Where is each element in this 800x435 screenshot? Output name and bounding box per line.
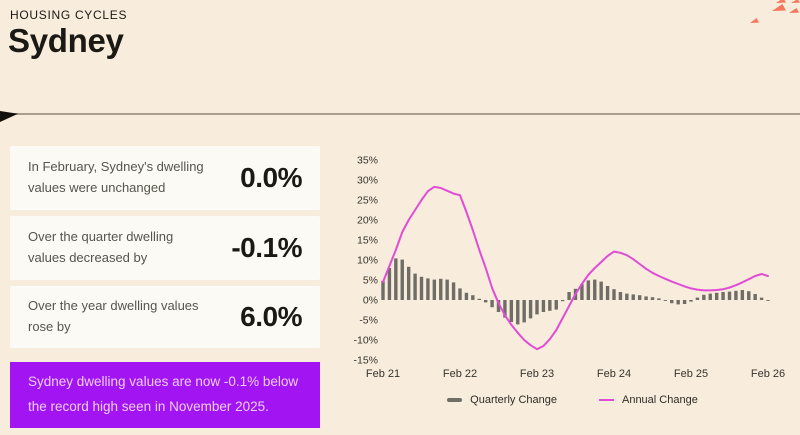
svg-text:15%: 15% [357,235,378,247]
page-title: Sydney [8,22,124,59]
stat-card-monthly: In February, Sydney's dwelling values we… [10,146,320,210]
svg-text:35%: 35% [357,155,378,167]
chart-area: 35% 30% 25% 20% 15% 10% 5% 0% -5% -10% -15% Feb 21 F… [345,140,800,435]
header-divider [0,113,800,115]
legend-item-annual: Annual Change [598,394,698,406]
svg-text:Feb 25: Feb 25 [674,368,708,380]
stat-value: -0.1% [231,232,302,263]
record-high-banner: Sydney dwelling values are now -0.1% bel… [10,362,320,428]
svg-text:20%: 20% [357,215,378,227]
quarterly-legend-key-icon [447,398,463,402]
stat-label: In February, Sydney's dwelling values we… [28,159,204,195]
svg-text:10%: 10% [357,255,378,267]
record-high-banner-text: Sydney dwelling values are now -0.1% bel… [28,374,299,414]
stat-label: Over the quarter dwelling values decreas… [28,229,174,265]
triangle-accent-icon [776,0,786,3]
triangle-accent-icon [791,0,800,3]
wedge-icon [0,111,18,122]
eyebrow-label: HOUSING CYCLES [10,8,128,22]
svg-text:0%: 0% [363,295,378,307]
annual-legend-key-icon [598,399,614,401]
svg-text:25%: 25% [357,195,378,207]
triangle-accent-icon [750,18,759,23]
stat-value: 0.0% [240,162,302,193]
svg-text:Feb 21: Feb 21 [366,368,400,380]
legend-label: Annual Change [621,394,698,406]
chart-legend: Quarterly Change Annual Change [345,394,800,406]
legend-item-quarterly: Quarterly Change [447,394,557,406]
triangle-accent-icon [772,4,786,11]
stat-card-annual: Over the year dwelling values rose by 6.… [10,286,320,348]
triangle-accent-icon [789,8,799,13]
stat-label: Over the year dwelling values rose by [28,298,199,334]
stat-card-quarterly: Over the quarter dwelling values decreas… [10,216,320,280]
stats-column: In February, Sydney's dwelling values we… [10,146,320,428]
svg-text:Feb 24: Feb 24 [597,368,631,380]
svg-text:Feb 22: Feb 22 [443,368,477,380]
svg-text:-5%: -5% [359,315,378,327]
legend-label: Quarterly Change [470,394,557,406]
stat-value: 6.0% [240,301,302,332]
svg-text:-10%: -10% [353,335,378,347]
svg-text:30%: 30% [357,175,378,187]
svg-text:5%: 5% [363,275,378,287]
svg-text:Feb 26: Feb 26 [751,368,785,380]
svg-text:-15%: -15% [353,355,378,367]
housing-cycles-chart: 35% 30% 25% 20% 15% 10% 5% 0% -5% -10% -15%Feb 21 F… [353,155,785,381]
svg-text:Feb 23: Feb 23 [520,368,554,380]
